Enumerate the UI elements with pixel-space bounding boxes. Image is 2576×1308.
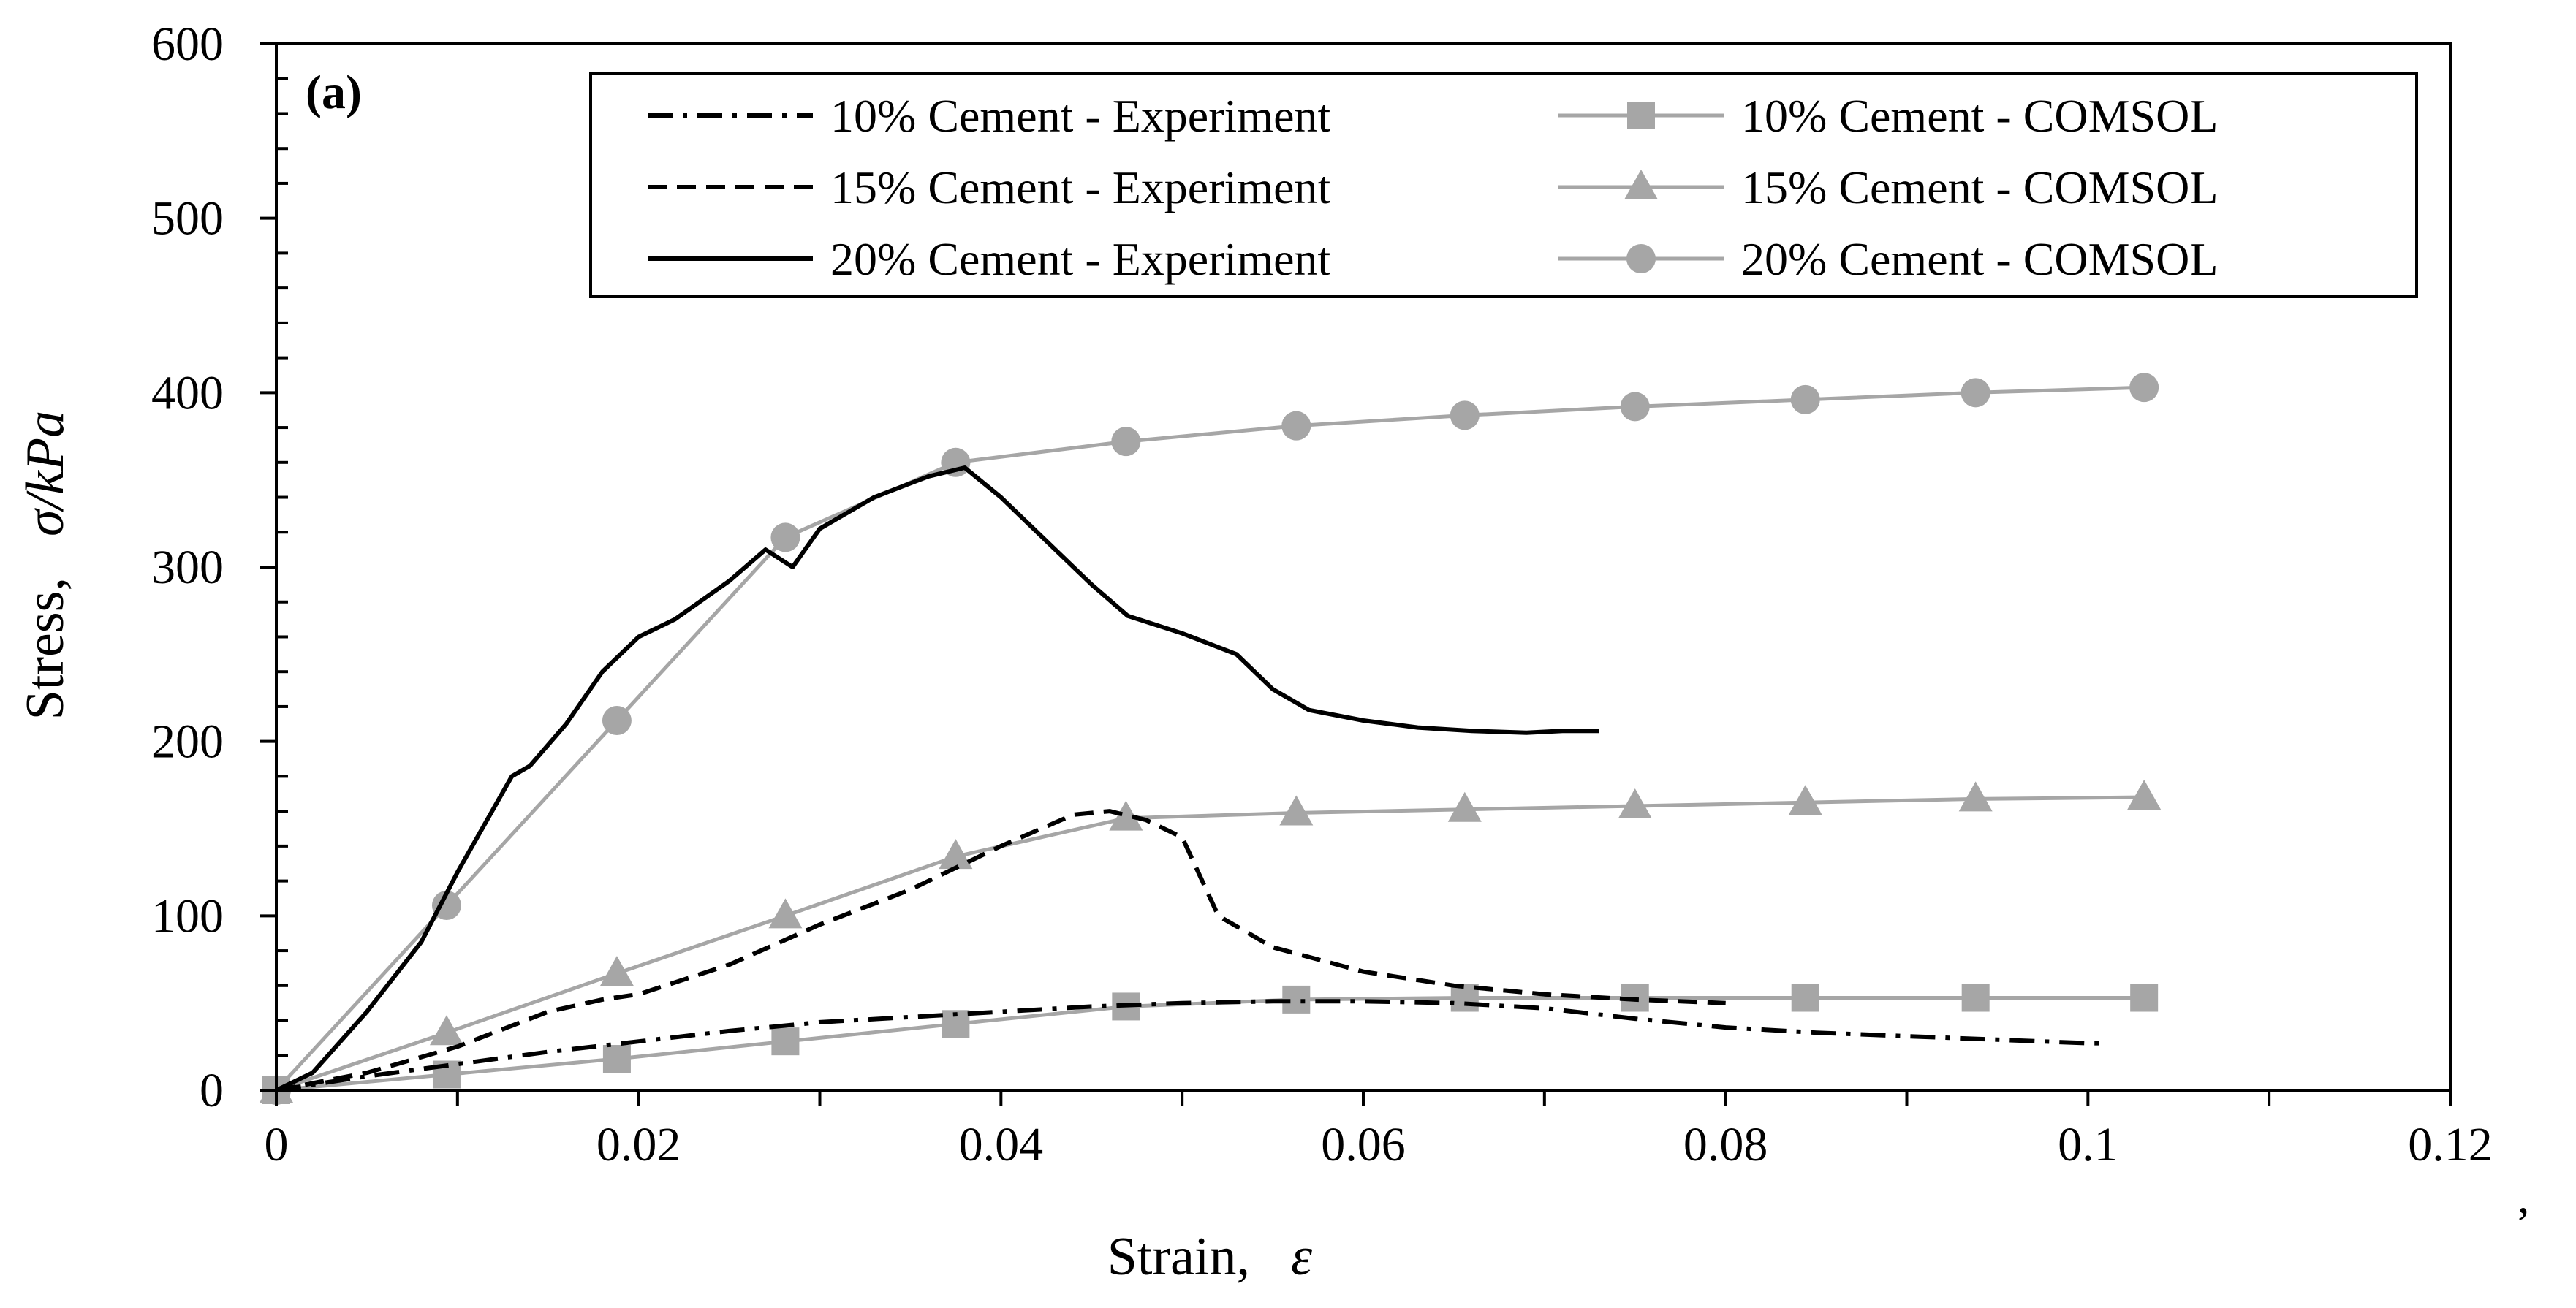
data-point: [1618, 788, 1652, 818]
series-1: [276, 999, 2107, 1092]
data-point: [768, 898, 803, 929]
series-line: [275, 385, 2145, 1092]
legend-item: 20% Cement - COMSOL: [1558, 233, 2218, 285]
data-point: [939, 839, 973, 870]
x-tick-label: 0.06: [1321, 1118, 1406, 1171]
data-point: [1109, 800, 1143, 831]
data-point: [1790, 384, 1820, 414]
legend-marker: [1626, 244, 1656, 273]
y-tick-label: 0: [200, 1064, 224, 1117]
data-point: [1958, 781, 1993, 812]
series-line: [276, 996, 2145, 1092]
y-tick-label: 100: [151, 889, 224, 943]
x-tick-label: 0.02: [596, 1118, 681, 1171]
data-point: [1450, 400, 1480, 430]
legend-marker: [1627, 102, 1655, 129]
data-point: [599, 956, 634, 986]
data-point: [1961, 378, 1990, 408]
y-tick-label: 600: [151, 18, 224, 71]
legend-label: 20% Cement - COMSOL: [1741, 233, 2218, 285]
series-line: [276, 809, 1726, 1092]
legend: 10% Cement - Experiment 15% Cement - Expe…: [589, 72, 2418, 298]
legend-label: 15% Cement - COMSOL: [1741, 161, 2218, 213]
x-tick-label: 0.08: [1683, 1118, 1768, 1171]
data-point: [1447, 791, 1482, 822]
x-axis-symbol: ε: [1291, 1227, 1313, 1287]
data-point: [2129, 373, 2159, 403]
data-point: [1281, 411, 1311, 441]
y-axis-label: Stress,: [15, 577, 75, 720]
data-point: [2127, 780, 2162, 810]
y-tick-label: 500: [151, 192, 224, 246]
data-point: [602, 706, 632, 736]
series-2: [276, 809, 1726, 1092]
series-3: [275, 465, 1599, 1092]
legend-item: 15% Cement - COMSOL: [1558, 161, 2218, 213]
data-point: [2130, 984, 2159, 1012]
data-point: [1961, 984, 1990, 1012]
series-6: [262, 373, 2159, 1105]
panel-label: (a): [306, 66, 362, 119]
data-point: [1111, 427, 1141, 457]
legend-label: 20% Cement - Experiment: [830, 233, 1330, 285]
y-tick-label: 400: [151, 366, 224, 419]
legend-item: 10% Cement - COMSOL: [1558, 90, 2218, 142]
series-group: [260, 373, 2162, 1105]
x-tick-label: 0: [265, 1118, 289, 1171]
series-line: [275, 465, 1599, 1092]
legend-item: 10% Cement - Experiment: [648, 90, 1330, 142]
data-point: [431, 891, 461, 921]
data-point: [1791, 984, 1819, 1012]
data-point: [770, 522, 800, 552]
x-tick-label: 0.1: [2058, 1118, 2118, 1171]
y-axis-title: Stress, σ/kPa: [15, 411, 75, 720]
x-axis-label: Strain,: [1107, 1227, 1250, 1287]
x-tick-label: 0.12: [2408, 1118, 2493, 1171]
data-point: [1620, 392, 1650, 422]
legend-item: 15% Cement - Experiment: [648, 161, 1330, 213]
legend-box: [589, 72, 2418, 298]
x-tick-label: 0.04: [959, 1118, 1044, 1171]
trailing-comma: ,: [2518, 1171, 2530, 1224]
series-line: [276, 999, 2107, 1092]
legend-marker: [1624, 170, 1658, 199]
x-axis-title: Strain, ε: [1107, 1227, 1313, 1287]
y-axis-symbol: σ/kPa: [15, 411, 75, 536]
legend-label: 10% Cement - Experiment: [830, 90, 1330, 142]
y-tick-label: 200: [151, 715, 224, 769]
data-point: [1279, 795, 1314, 826]
data-point: [771, 1027, 800, 1056]
legend-label: 15% Cement - Experiment: [830, 161, 1330, 213]
legend-label: 10% Cement - COMSOL: [1741, 90, 2218, 142]
axis-ticks: 0 0.02 0.04 0.06 0.08 0.1 0.12 0 100 200 300 400 500…: [151, 18, 2493, 1171]
legend-item: 20% Cement - Experiment: [648, 233, 1330, 285]
data-point: [429, 1015, 463, 1046]
y-tick-label: 300: [151, 541, 224, 594]
data-point: [602, 1045, 631, 1073]
data-point: [1788, 785, 1822, 815]
series-line: [276, 795, 2145, 1092]
